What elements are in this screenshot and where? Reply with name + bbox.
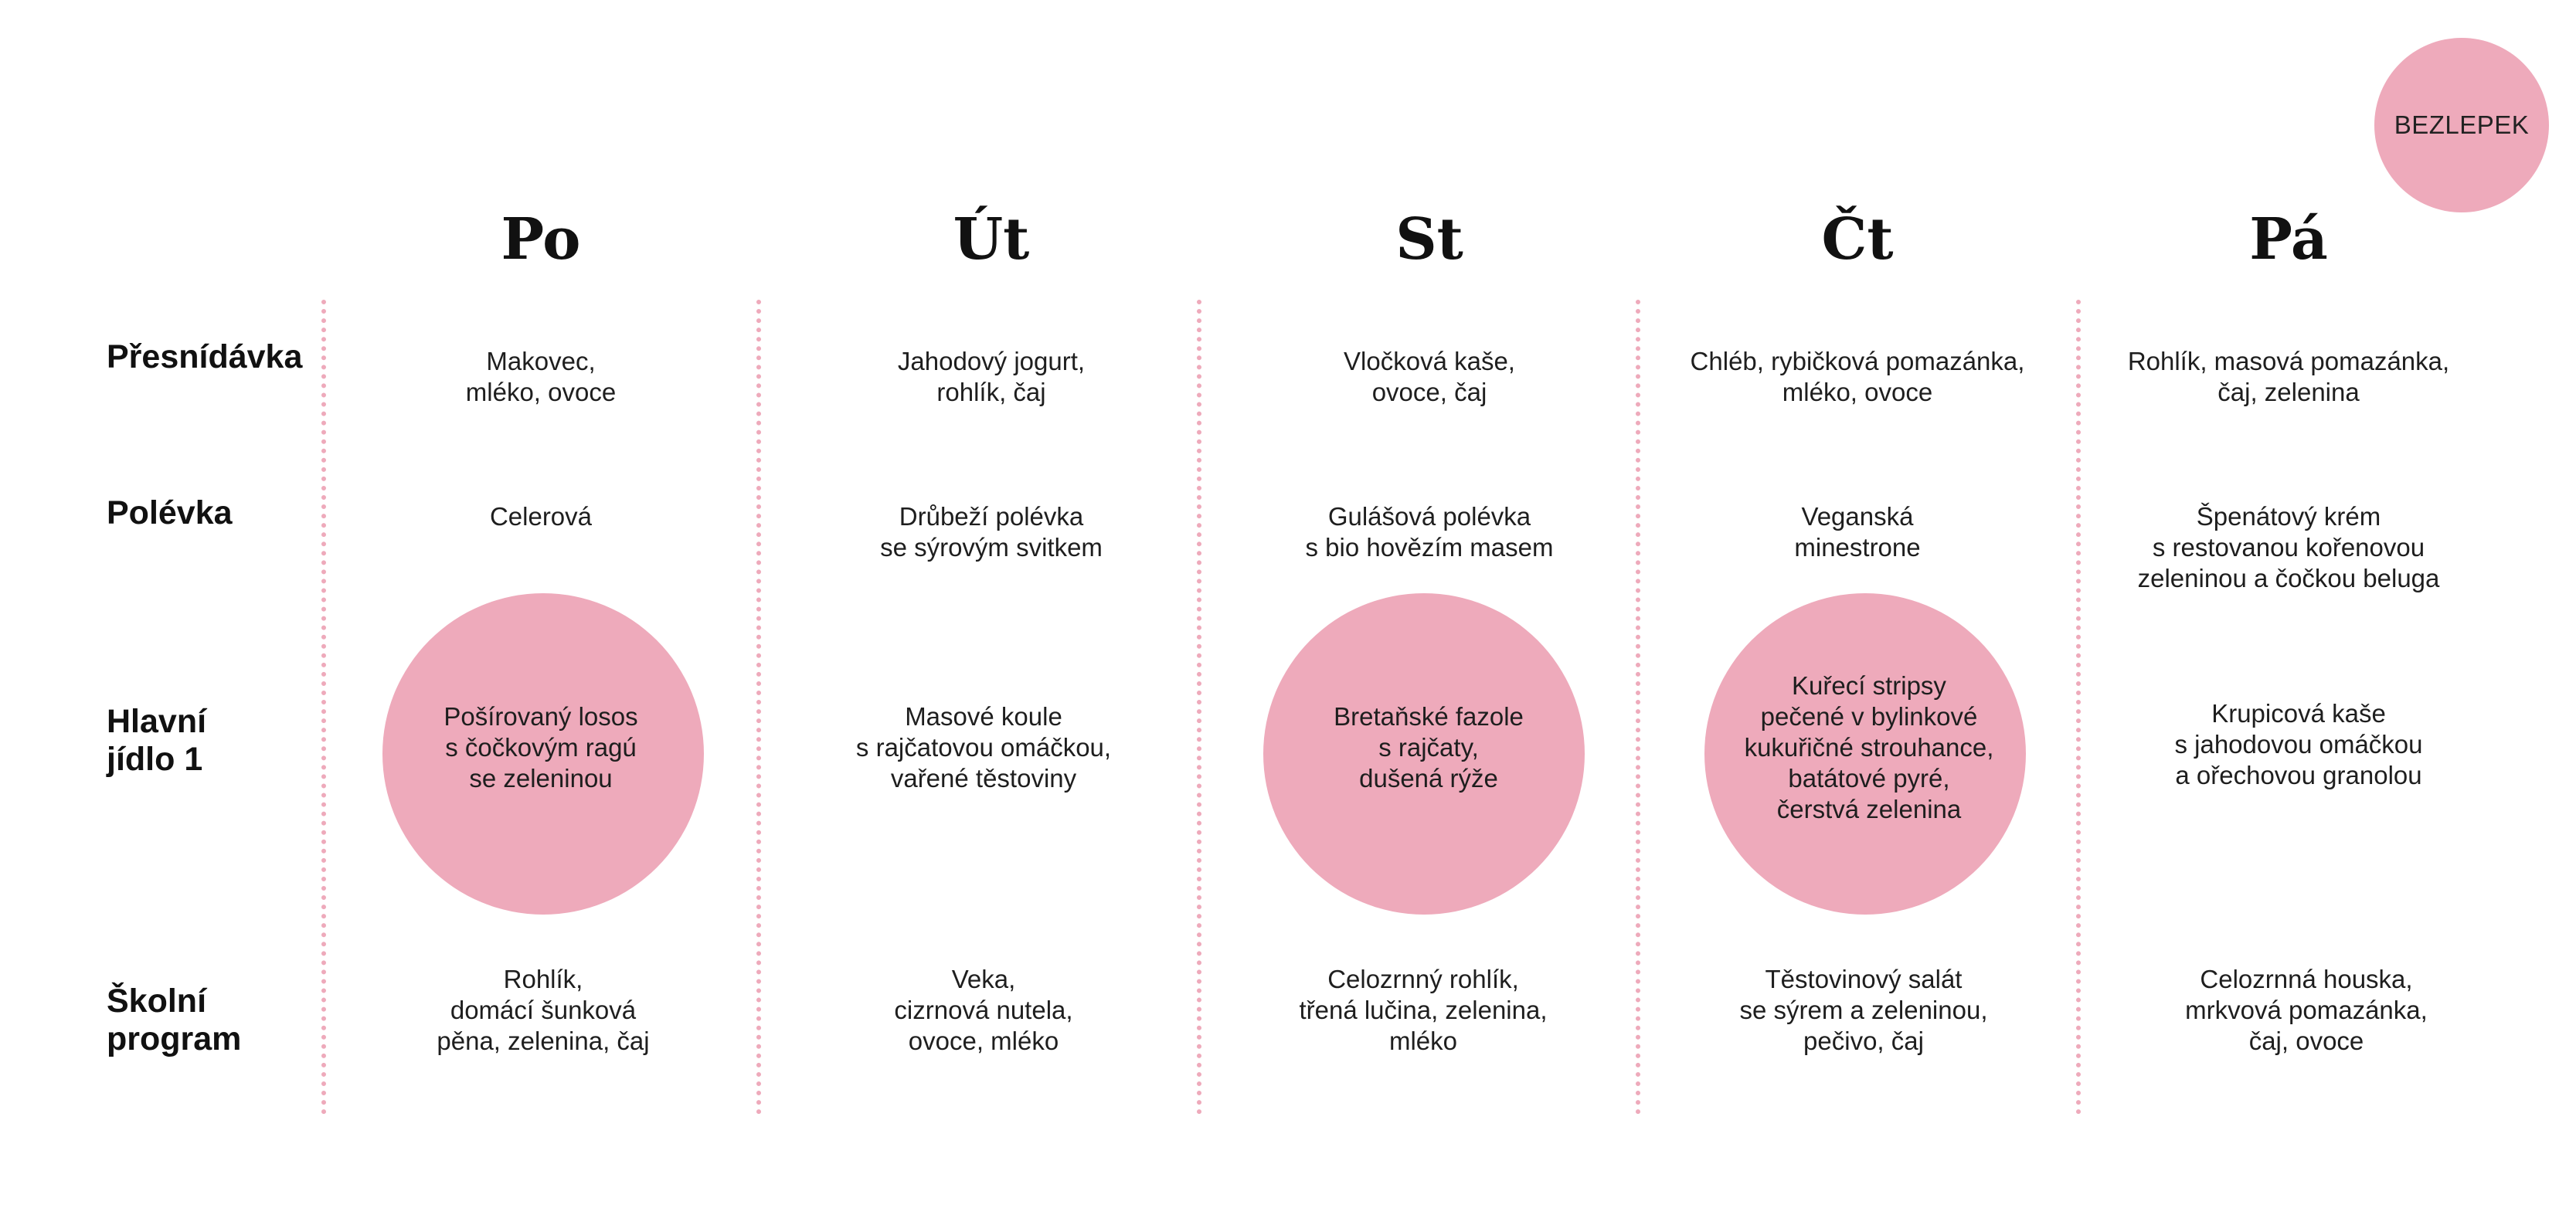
row-label-soup: Polévka (107, 494, 233, 531)
gluten-free-badge: BEZLEPEK (2374, 38, 2549, 212)
column-divider (2076, 300, 2081, 1115)
menu-cell-main-tuesday: Masové koule s rajčatovou omáčkou, vařen… (855, 702, 1112, 793)
column-divider (756, 300, 761, 1115)
menu-cell-soup-monday: Celerová (489, 502, 593, 531)
highlight-circle-wednesday (1263, 593, 1585, 915)
highlight-circle-thursday (1704, 593, 2026, 915)
menu-cell-snack-tuesday: Jahodový jogurt, rohlík, čaj (897, 347, 1086, 406)
column-divider (1197, 300, 1201, 1115)
column-divider (321, 300, 326, 1115)
day-header-friday: Pá (2249, 206, 2328, 273)
highlight-circle-monday (382, 593, 704, 915)
day-header-monday: Po (501, 206, 581, 273)
menu-cell-school-monday: Rohlík, domácí šunková pěna, zelenina, č… (437, 965, 650, 1055)
day-header-wednesday: St (1395, 206, 1463, 273)
row-label-school-program: Školní program (107, 983, 242, 1057)
menu-cell-school-wednesday: Celozrnný rohlík, třená lučina, zelenina… (1299, 965, 1548, 1055)
menu-cell-soup-thursday: Veganská minestrone (1794, 502, 1921, 562)
column-divider (1636, 300, 1640, 1115)
menu-cell-school-friday: Celozrnná houska, mrkvová pomazánka, čaj… (2185, 965, 2428, 1055)
row-label-main-dish: Hlavní jídlo 1 (107, 703, 207, 778)
menu-cell-soup-friday: Špenátový krém s restovanou kořenovou ze… (2137, 502, 2440, 592)
menu-cell-main-friday: Krupicová kaše s jahodovou omáčkou a oře… (2174, 699, 2423, 789)
day-header-tuesday: Út (953, 206, 1030, 273)
menu-cell-snack-friday: Rohlík, masová pomazánka, čaj, zelenina (2127, 347, 2450, 406)
badge-label: BEZLEPEK (2394, 110, 2530, 139)
day-header-thursday: Čt (1821, 206, 1894, 273)
menu-cell-soup-wednesday: Gulášová polévka s bio hovězím masem (1305, 502, 1554, 562)
menu-cell-snack-wednesday: Vločková kaše, ovoce, čaj (1344, 347, 1515, 406)
menu-cell-main-thursday: Kuřecí stripsy pečené v bylinkové kukuři… (1744, 671, 1994, 823)
menu-cell-snack-thursday: Chléb, rybičková pomazánka, mléko, ovoce (1690, 347, 2025, 406)
menu-cell-main-monday: Pošírovaný losos s čočkovým ragú se zele… (443, 702, 638, 793)
menu-cell-snack-monday: Makovec, mléko, ovoce (465, 347, 617, 406)
row-label-snack: Přesnídávka (107, 338, 303, 375)
menu-cell-school-thursday: Těstovinový salát se sýrem a zeleninou, … (1739, 965, 1988, 1055)
menu-cell-soup-tuesday: Drůbeží polévka se sýrovým svitkem (880, 502, 1103, 562)
menu-cell-school-tuesday: Veka, cizrnová nutela, ovoce, mléko (894, 965, 1073, 1055)
menu-cell-main-wednesday: Bretaňské fazole s rajčaty, dušená rýže (1334, 702, 1524, 793)
